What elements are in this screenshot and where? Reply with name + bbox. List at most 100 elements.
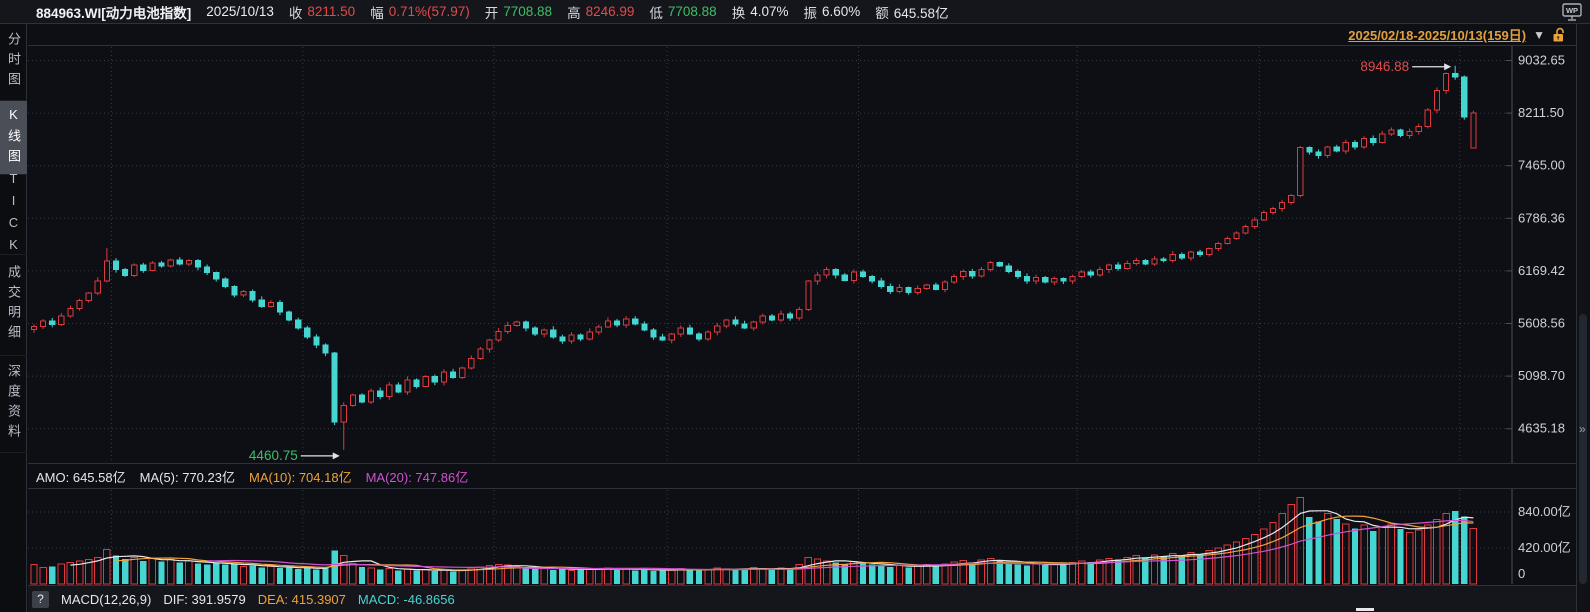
volume-bar: [878, 566, 885, 584]
candle-up: [823, 269, 830, 276]
volume-bar: [1387, 523, 1396, 585]
volume-bar: [222, 564, 229, 584]
volume-bar: [804, 556, 813, 585]
candle-up: [1096, 269, 1103, 276]
tab-tick[interactable]: TICK: [0, 171, 27, 259]
volume-bar: [30, 564, 38, 585]
chevron-down-icon[interactable]: ▼: [1533, 27, 1545, 42]
candle-up: [131, 264, 138, 276]
candle-up: [422, 376, 429, 387]
wp-window-icon[interactable]: WP: [1560, 2, 1584, 22]
candle-up: [668, 333, 675, 341]
volume-bar: [458, 569, 466, 585]
candle-up: [568, 334, 575, 342]
volume-bar: [467, 567, 475, 585]
volume-bar: [422, 568, 430, 585]
price-axis-label: 6169.42: [1518, 263, 1565, 278]
price-axis-label: 5098.70: [1518, 368, 1565, 383]
candle-down: [887, 286, 894, 292]
volume-bar: [84, 559, 93, 585]
volume-bar: [622, 568, 630, 585]
candle-up: [404, 379, 411, 393]
volume-bar: [358, 566, 366, 584]
candle-down: [650, 329, 657, 338]
candle-up: [604, 320, 612, 328]
quote-field-high: 高 8246.99: [567, 2, 634, 22]
volume-bar: [513, 565, 521, 585]
candle-up: [85, 292, 92, 302]
candle-down: [1005, 265, 1012, 272]
date-range-selector[interactable]: 2025/02/18-2025/10/13(159日): [1348, 28, 1527, 43]
candle-up: [914, 288, 921, 293]
help-icon[interactable]: ?: [32, 590, 49, 608]
candle-down: [550, 329, 557, 338]
candle-up: [76, 300, 83, 309]
volume-bar: [1196, 554, 1204, 584]
macd-value: MACD: -46.8656: [357, 591, 455, 607]
tab-intraday-chart[interactable]: 分时图: [0, 24, 27, 101]
macd-name[interactable]: MACD(12,26,9): [61, 591, 152, 607]
volume-bar: [1142, 557, 1149, 584]
tab-kline-chart[interactable]: K线图: [0, 101, 27, 175]
candle-down: [258, 299, 265, 307]
horizontal-scrollbar-thumb[interactable]: [1356, 608, 1374, 611]
volume-bar: [1150, 554, 1159, 585]
tab-trade-details[interactable]: 成交明细: [0, 255, 27, 356]
volume-bar: [1433, 519, 1441, 585]
volume-bar: [213, 563, 220, 584]
candle-up: [1078, 271, 1085, 278]
candle-up: [340, 404, 347, 423]
volume-bar: [1205, 550, 1213, 585]
volume-bar: [1360, 524, 1368, 585]
volume-bar: [176, 562, 183, 584]
price-axis-label: 7465.00: [1518, 158, 1565, 173]
volume-bar: [1169, 553, 1177, 585]
candle-down: [449, 371, 457, 379]
quote-field-close: 收 8211.50: [289, 2, 355, 22]
volume-bar: [185, 560, 193, 585]
candle-up: [850, 271, 857, 281]
candle-down: [869, 276, 876, 282]
candle-up: [1360, 137, 1368, 148]
candle-down: [832, 269, 839, 276]
candle-down: [695, 333, 703, 340]
candle-down: [313, 336, 320, 346]
candle-up: [805, 280, 812, 310]
volume-bar: [1032, 563, 1040, 585]
volume-bar: [996, 560, 1003, 584]
candle-up: [477, 348, 484, 359]
candle-down: [577, 334, 584, 340]
volume-bar: [112, 555, 120, 584]
volume-bar: [759, 568, 767, 585]
volume-bar: [832, 562, 839, 584]
volume-bar: [349, 562, 357, 585]
amplitude-label: 振: [803, 5, 817, 21]
volume-bar: [859, 563, 867, 584]
candle-up: [30, 325, 38, 330]
volume-bar: [749, 567, 758, 585]
tab-depth-info[interactable]: 深度资料: [0, 356, 27, 453]
volume-bar: [905, 567, 912, 584]
volume-bar: [485, 565, 494, 585]
volume-bar: [166, 559, 175, 585]
volume-bar: [1251, 533, 1259, 585]
candle-up: [40, 320, 47, 327]
volume-bar: [786, 569, 794, 584]
candle-down: [1461, 76, 1468, 118]
candle-up: [796, 308, 803, 319]
volume-bar: [39, 567, 47, 585]
volume-bar: [1306, 517, 1313, 584]
volume-bar: [1405, 532, 1414, 585]
unlock-icon[interactable]: [1552, 27, 1566, 43]
volume-bar: [1223, 544, 1232, 585]
volume-bar: [1287, 503, 1295, 585]
volume-bar: [158, 561, 165, 584]
vol-ma10-value: MA(10): 704.18亿: [248, 469, 352, 485]
candle-up: [814, 274, 821, 282]
volume-bar: [850, 561, 858, 585]
vertical-scrollbar-thumb[interactable]: [1579, 314, 1587, 584]
candle-down: [632, 318, 639, 325]
expand-panel-icon[interactable]: »: [1579, 422, 1586, 436]
volume-bar: [550, 569, 557, 584]
